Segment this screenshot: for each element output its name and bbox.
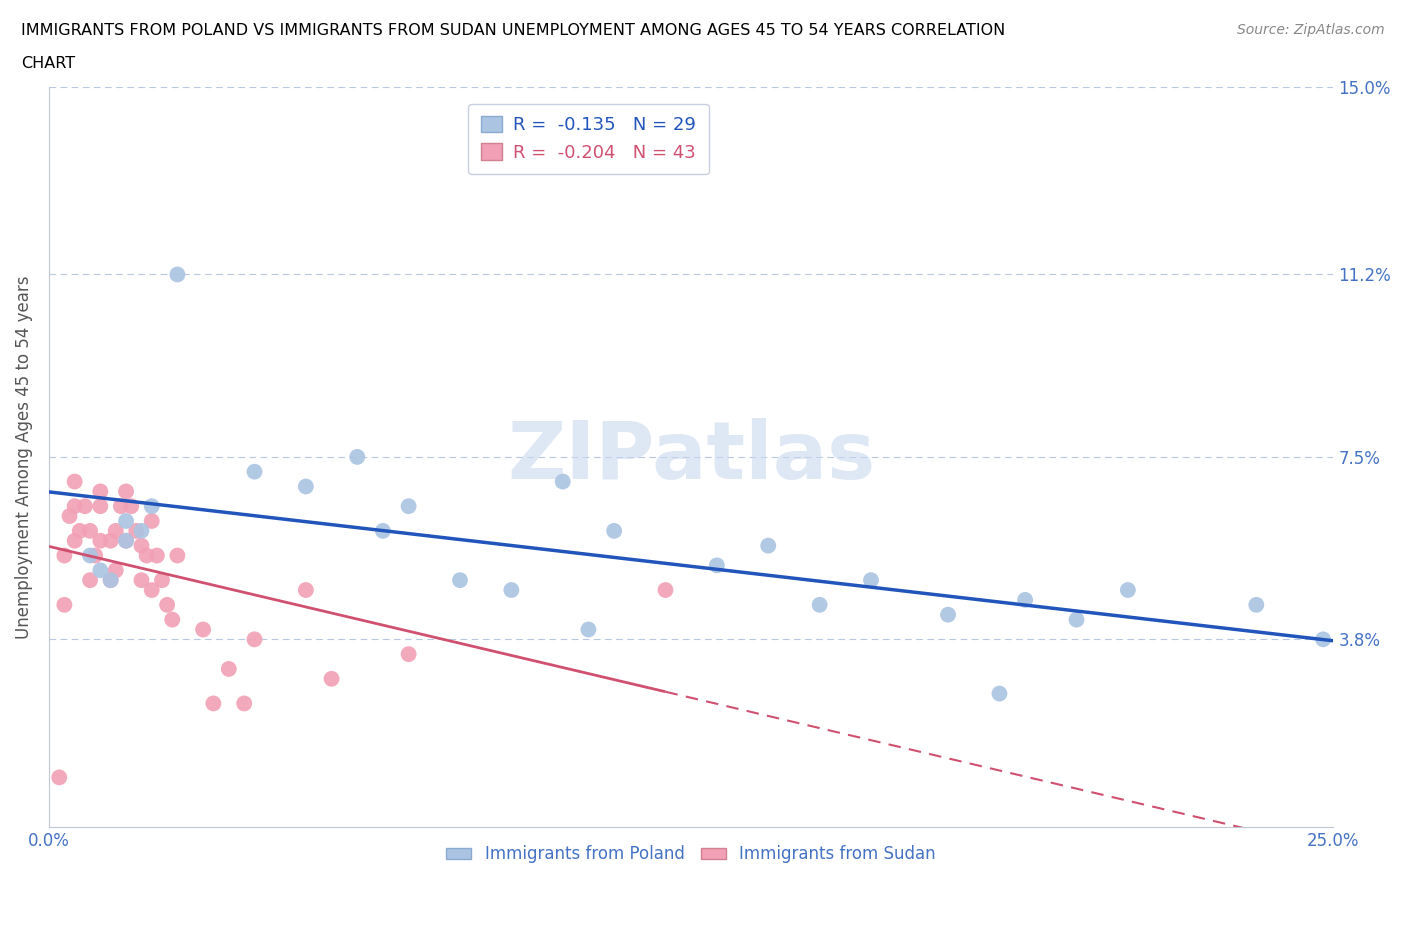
- Point: [146, 548, 169, 563]
- Text: Source: ZipAtlas.com: Source: ZipAtlas.com: [1237, 23, 1385, 37]
- Point: [295, 479, 318, 494]
- Point: [756, 538, 779, 553]
- Text: IMMIGRANTS FROM POLAND VS IMMIGRANTS FROM SUDAN UNEMPLOYMENT AMONG AGES 45 TO 54: IMMIGRANTS FROM POLAND VS IMMIGRANTS FRO…: [21, 23, 1005, 38]
- Point: [79, 548, 101, 563]
- Point: [110, 498, 132, 513]
- Point: [1066, 612, 1088, 627]
- Point: [115, 484, 138, 498]
- Point: [53, 548, 76, 563]
- Point: [141, 498, 163, 513]
- Point: [131, 524, 153, 538]
- Point: [89, 498, 111, 513]
- Point: [603, 524, 626, 538]
- Legend: Immigrants from Poland, Immigrants from Sudan: Immigrants from Poland, Immigrants from …: [440, 839, 943, 870]
- Point: [100, 573, 122, 588]
- Point: [69, 524, 91, 538]
- Point: [1014, 592, 1036, 607]
- Point: [398, 498, 420, 513]
- Point: [166, 267, 188, 282]
- Point: [120, 498, 142, 513]
- Point: [166, 548, 188, 563]
- Point: [243, 464, 266, 479]
- Point: [150, 573, 173, 588]
- Text: ZIPatlas: ZIPatlas: [508, 418, 876, 496]
- Point: [63, 498, 86, 513]
- Point: [449, 573, 471, 588]
- Point: [859, 573, 882, 588]
- Point: [162, 612, 184, 627]
- Point: [1246, 597, 1268, 612]
- Point: [89, 563, 111, 578]
- Point: [115, 533, 138, 548]
- Point: [63, 474, 86, 489]
- Point: [218, 661, 240, 676]
- Point: [131, 538, 153, 553]
- Point: [115, 513, 138, 528]
- Point: [346, 449, 368, 464]
- Point: [125, 524, 148, 538]
- Text: CHART: CHART: [21, 56, 75, 71]
- Point: [53, 597, 76, 612]
- Point: [141, 582, 163, 597]
- Point: [1312, 631, 1334, 646]
- Point: [100, 533, 122, 548]
- Point: [988, 686, 1011, 701]
- Point: [202, 696, 225, 711]
- Point: [295, 582, 318, 597]
- Point: [89, 533, 111, 548]
- Point: [141, 513, 163, 528]
- Point: [100, 573, 122, 588]
- Point: [115, 533, 138, 548]
- Point: [371, 524, 394, 538]
- Point: [321, 671, 343, 686]
- Point: [73, 498, 96, 513]
- Point: [104, 524, 127, 538]
- Point: [936, 607, 959, 622]
- Point: [578, 622, 600, 637]
- Point: [79, 524, 101, 538]
- Point: [89, 484, 111, 498]
- Point: [156, 597, 179, 612]
- Point: [654, 582, 676, 597]
- Y-axis label: Unemployment Among Ages 45 to 54 years: Unemployment Among Ages 45 to 54 years: [15, 275, 32, 639]
- Point: [1116, 582, 1139, 597]
- Point: [808, 597, 831, 612]
- Point: [58, 509, 80, 524]
- Point: [706, 558, 728, 573]
- Point: [131, 573, 153, 588]
- Point: [398, 646, 420, 661]
- Point: [233, 696, 256, 711]
- Point: [135, 548, 157, 563]
- Point: [48, 770, 70, 785]
- Point: [63, 533, 86, 548]
- Point: [104, 563, 127, 578]
- Point: [243, 631, 266, 646]
- Point: [191, 622, 214, 637]
- Point: [501, 582, 523, 597]
- Point: [84, 548, 107, 563]
- Point: [551, 474, 574, 489]
- Point: [79, 573, 101, 588]
